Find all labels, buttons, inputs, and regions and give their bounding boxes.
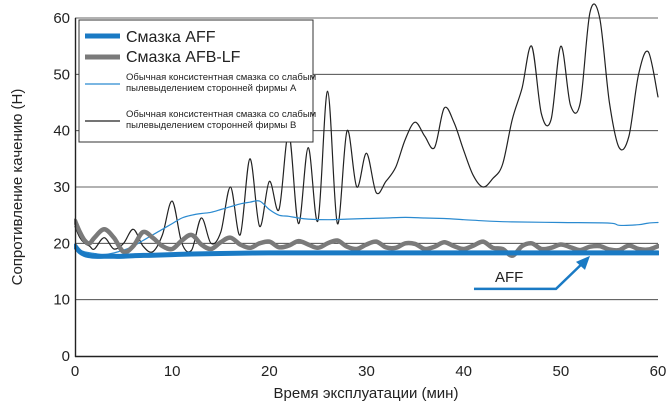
x-tick-label-20: 20 — [261, 363, 278, 380]
x-tick-label-30: 30 — [358, 363, 375, 380]
x-tick-label-10: 10 — [164, 363, 181, 380]
legend-label-third-party-b-line2: пылевыделением сторонней фирмы В — [126, 120, 296, 131]
series-line-aff — [74, 243, 659, 259]
legend-label-third-party-b: Обычная консистентная смазка со слабым п… — [126, 109, 319, 131]
x-axis-label: Время эксплуатации (мин) — [274, 385, 459, 402]
legend-item-third-party-a: Обычная консистентная смазка со слабым п… — [85, 72, 319, 94]
legend-label-afb-lf: Смазка AFB-LF — [126, 49, 241, 66]
series-line-third-party-a — [74, 200, 659, 256]
y-tick-label-10: 10 — [53, 292, 70, 309]
tick-labels: 0 10 20 30 40 50 60 0 10 20 30 40 50 60 — [53, 10, 666, 380]
y-tick-label-30: 30 — [53, 179, 70, 196]
y-tick-label-20: 20 — [53, 235, 70, 252]
aff-annotation-arrowhead — [575, 255, 590, 270]
y-tick-label-60: 60 — [53, 10, 70, 27]
x-tick-label-0: 0 — [71, 363, 79, 380]
legend-label-third-party-a-line1: Обычная консистентная смазка со слабым — [126, 72, 316, 83]
legend-item-afb-lf: Смазка AFB-LF — [85, 49, 241, 66]
y-axis-label: Сопротивление качению (Н) — [9, 89, 26, 286]
legend-label-third-party-a: Обычная консистентная смазка со слабым п… — [126, 72, 319, 94]
plot-area — [74, 3, 659, 259]
legend-item-third-party-b: Обычная консистентная смазка со слабым п… — [85, 109, 319, 131]
axes — [74, 18, 658, 358]
series-line-third-party-b — [74, 3, 659, 253]
legend-item-aff: Смазка AFF — [85, 29, 216, 46]
aff-annotation: AFF — [473, 255, 590, 291]
legend-label-aff: Смазка AFF — [126, 29, 216, 46]
x-tick-label-40: 40 — [455, 363, 472, 380]
legend-box — [78, 19, 314, 143]
legend: Смазка AFF Смазка AFB-LF Обычная консист… — [78, 19, 319, 143]
series-line-afb-lf — [74, 218, 659, 258]
legend-label-third-party-b-line1: Обычная консистентная смазка со слабым — [126, 109, 316, 120]
x-tick-label-50: 50 — [552, 363, 569, 380]
legend-label-third-party-a-line2: пылевыделением сторонней фирмы А — [126, 83, 297, 94]
aff-annotation-label: AFF — [495, 269, 523, 286]
y-tick-label-40: 40 — [53, 123, 70, 140]
x-tick-label-60: 60 — [650, 363, 667, 380]
y-tick-label-50: 50 — [53, 66, 70, 83]
y-tick-label-0: 0 — [62, 348, 70, 365]
aff-annotation-arrow — [473, 261, 585, 291]
